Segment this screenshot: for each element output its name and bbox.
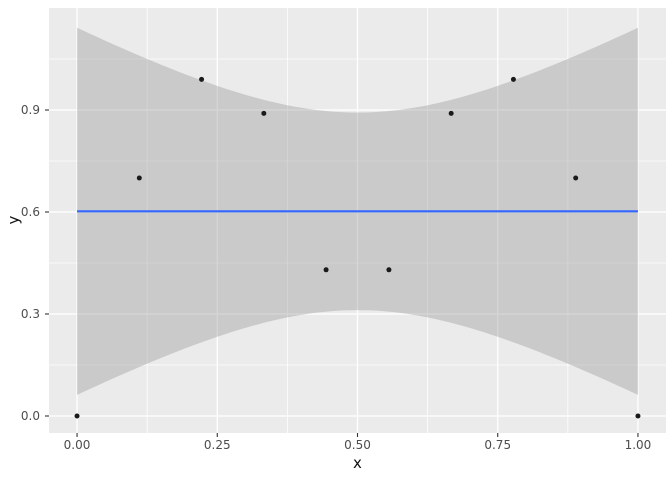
x-tick-label: 0.50 — [344, 438, 371, 452]
x-tick-label: 0.25 — [204, 438, 231, 452]
y-axis-title: y — [4, 215, 23, 225]
x-axis-title: x — [353, 454, 362, 472]
y-tick-label: 0.9 — [21, 103, 40, 117]
data-point — [74, 413, 80, 419]
y-tick-label: 0.0 — [21, 409, 40, 423]
data-point — [510, 76, 516, 82]
x-tick-label: 0.75 — [484, 438, 511, 452]
data-point — [136, 175, 142, 181]
x-tick-label: 0.00 — [64, 438, 91, 452]
data-point — [448, 110, 454, 116]
data-point — [261, 110, 267, 116]
x-tick-label: 1.00 — [625, 438, 652, 452]
data-point — [635, 413, 641, 419]
data-point — [573, 175, 579, 181]
data-point — [386, 267, 392, 273]
data-point — [323, 267, 329, 273]
y-tick-label: 0.3 — [21, 307, 40, 321]
data-point — [199, 76, 205, 82]
y-tick-label: 0.6 — [21, 205, 40, 219]
